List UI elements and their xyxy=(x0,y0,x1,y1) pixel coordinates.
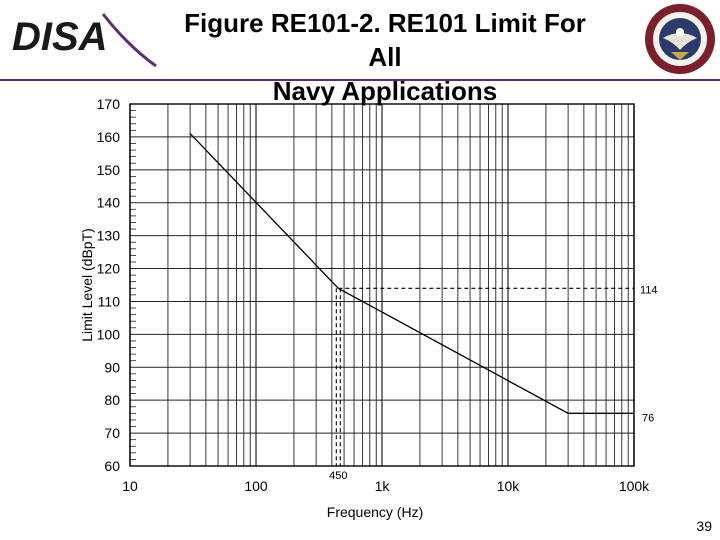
limit-series-line xyxy=(189,133,634,414)
y-tick-label: 120 xyxy=(97,261,121,277)
y-tick-label: 80 xyxy=(104,392,120,408)
y-tick-label: 160 xyxy=(97,129,121,145)
chart-series xyxy=(189,133,634,414)
disa-logo: DISA xyxy=(12,13,157,68)
y-tick-label: 100 xyxy=(97,326,121,342)
x-tick-label: 10 xyxy=(122,478,138,494)
disa-logo-text: DISA xyxy=(12,15,108,59)
logo-swoosh-icon xyxy=(101,13,157,68)
y-tick-label: 70 xyxy=(104,425,120,441)
page-number: 39 xyxy=(696,518,712,534)
chart-grid xyxy=(129,103,635,467)
x-tick-label: 100 xyxy=(244,478,268,494)
dod-agency-seal-icon xyxy=(645,4,715,74)
x-tick-label: 10k xyxy=(497,478,521,494)
annotation-114: 114 xyxy=(640,284,658,296)
y-tick-label: 150 xyxy=(97,162,121,178)
title-line-1: Figure RE101-2. RE101 Limit For All xyxy=(184,8,586,72)
annotation-450: 450 xyxy=(329,470,347,482)
chart-axes xyxy=(129,103,635,467)
y-tick-label: 130 xyxy=(97,228,121,244)
chart-reference-lines xyxy=(335,287,634,466)
page-title: Figure RE101-2. RE101 Limit For All Navy… xyxy=(165,6,605,108)
y-axis-label: Limit Level (dBpT) xyxy=(79,228,95,342)
x-tick-label: 1k xyxy=(375,478,391,494)
chart-labels: 60 70 80 90 100 110 120 130 140 150 160 170 10 100 1k 1… xyxy=(79,96,658,520)
x-tick-label: 100k xyxy=(619,478,650,494)
chart-minor-ticks xyxy=(130,110,136,460)
y-tick-label: 110 xyxy=(98,293,121,309)
header-rule xyxy=(0,79,720,81)
plot-frame xyxy=(129,103,635,467)
y-tick-label: 60 xyxy=(104,458,120,474)
y-tick-label: 90 xyxy=(104,359,120,375)
title-line-2: Navy Applications xyxy=(272,76,498,106)
annotation-76: 76 xyxy=(642,412,654,424)
y-tick-label: 140 xyxy=(97,195,121,211)
x-axis-label: Frequency (Hz) xyxy=(327,504,423,520)
y-tick-label: 170 xyxy=(97,96,121,112)
